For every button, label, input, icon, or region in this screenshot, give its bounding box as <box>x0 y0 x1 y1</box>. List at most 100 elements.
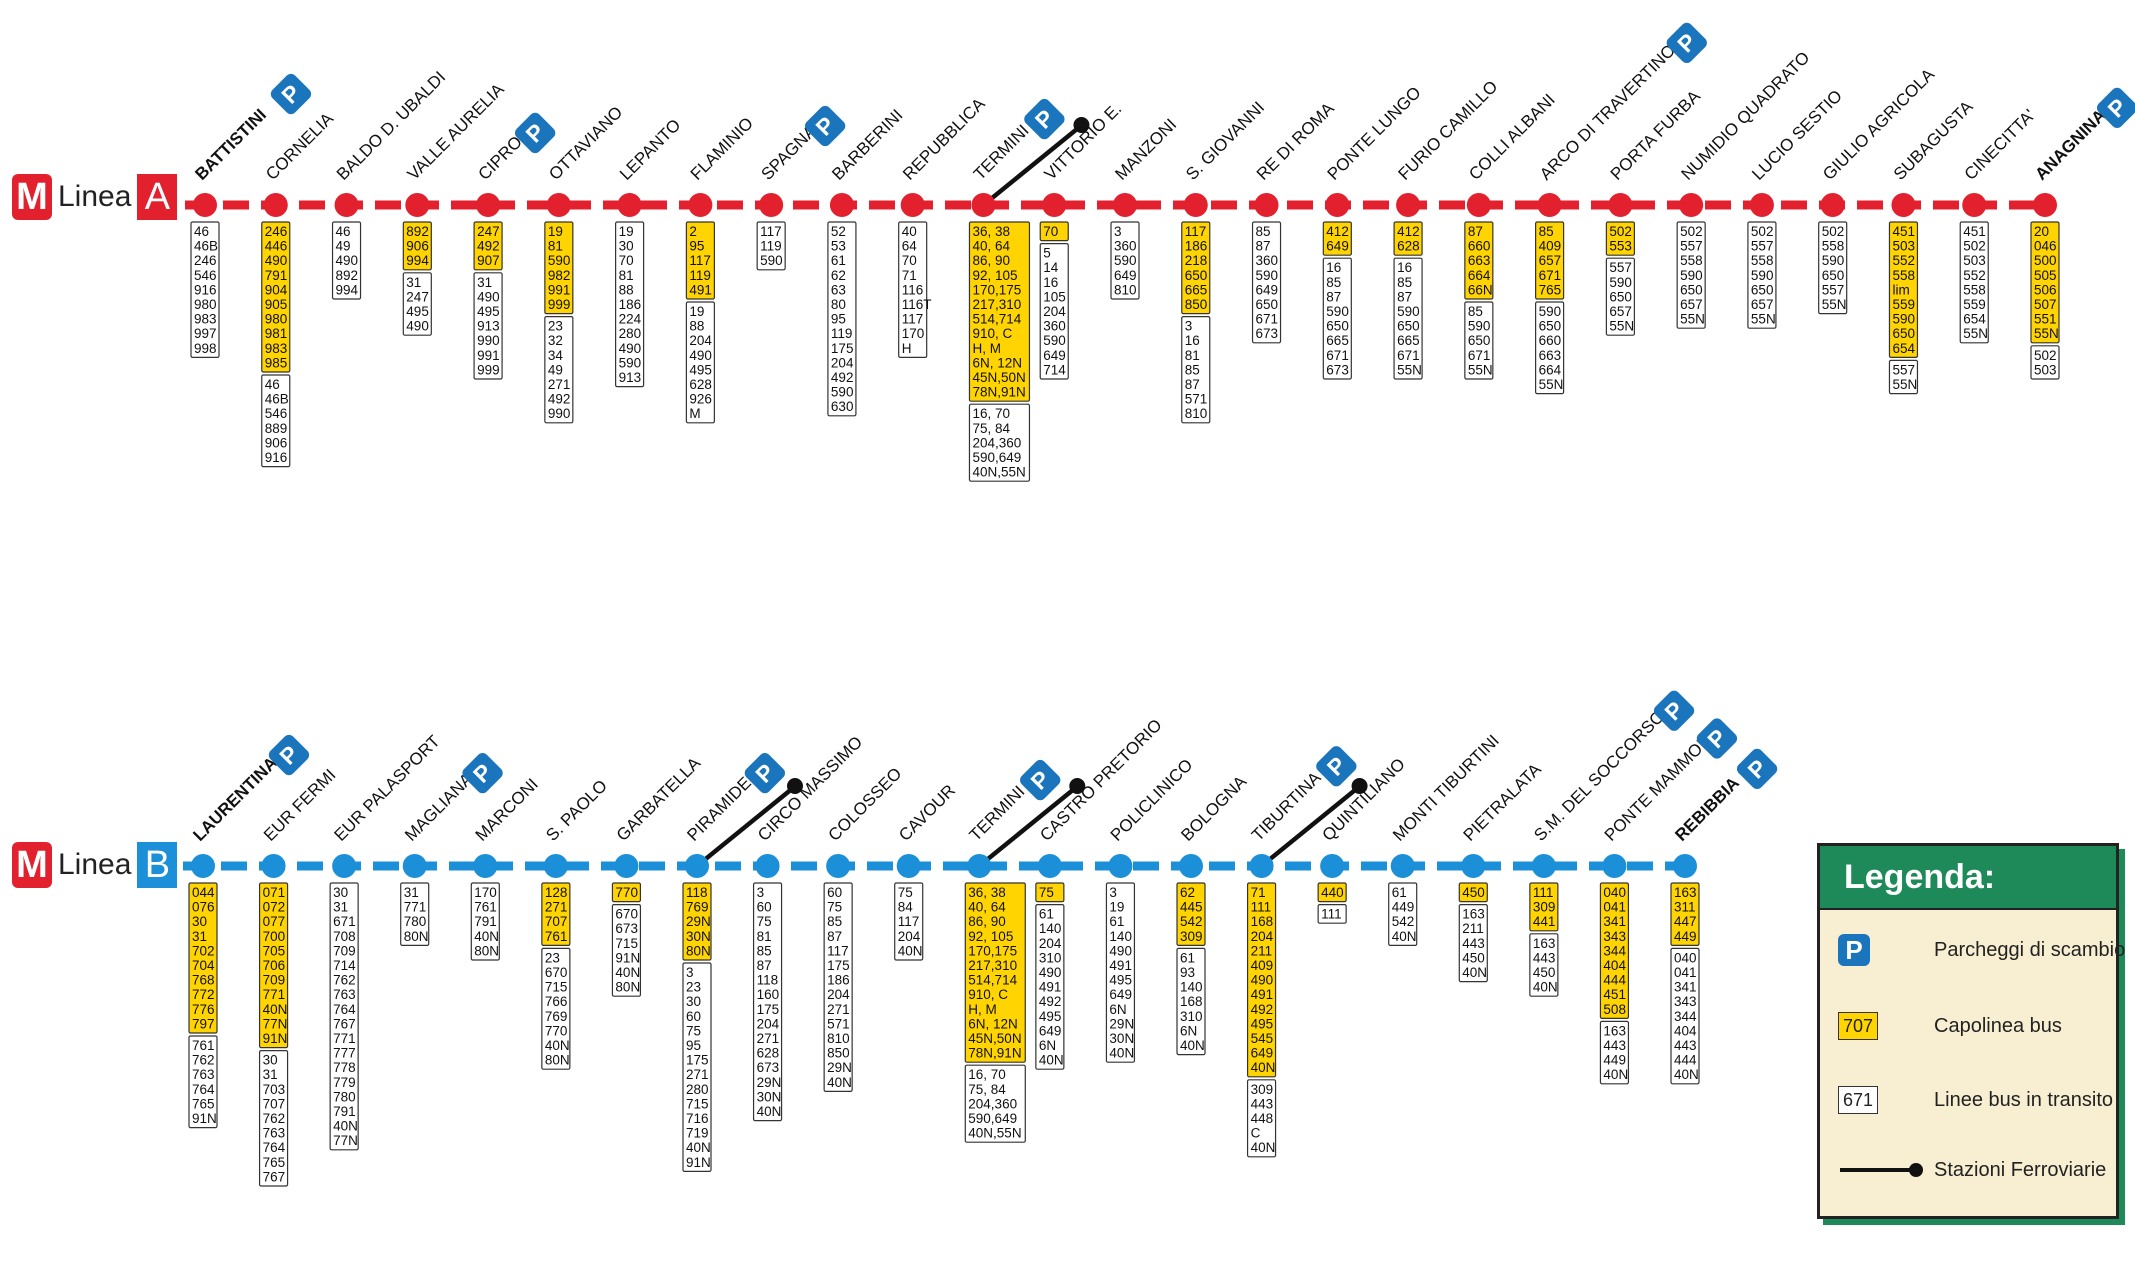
transit-route: 53 <box>831 239 846 254</box>
transit-route: 998 <box>194 341 217 356</box>
station-dot-eur-palasport <box>332 854 357 878</box>
transit-route: 671 <box>1397 348 1420 363</box>
terminal-route: 492 <box>1251 1002 1274 1017</box>
transit-route: 762 <box>192 1053 215 1068</box>
transit-route: 558 <box>1822 239 1845 254</box>
transit-route: 3 <box>1109 885 1117 900</box>
transit-route: 85 <box>1185 362 1200 377</box>
transit-route: 46 <box>194 224 209 239</box>
transit-route: 770 <box>545 1023 568 1038</box>
terminal-route: 170,175 <box>972 282 1021 297</box>
transit-route: 650 <box>1397 319 1420 334</box>
terminal-route: 664 <box>1468 268 1491 283</box>
station-label-ottaviano: OTTAVIANO <box>545 103 626 184</box>
transit-route: 590 <box>1609 275 1632 290</box>
terminal-route: 545 <box>1251 1031 1274 1046</box>
terminal-route: 704 <box>192 958 215 973</box>
terminal-route: 910, C <box>968 987 1008 1002</box>
transit-route: 714 <box>333 958 356 973</box>
parking-icon <box>270 73 312 115</box>
terminal-route: 75 <box>1039 885 1054 900</box>
transit-route: 204 <box>1043 304 1066 319</box>
transit-route: 673 <box>1326 362 1349 377</box>
station-dot-lucio-sestio <box>1749 193 1774 217</box>
transit-route: 40N <box>545 1038 570 1053</box>
terminal-route: 78N,91N <box>968 1046 1021 1061</box>
transit-route: 119 <box>760 239 782 254</box>
transit-route: 850 <box>827 1046 850 1061</box>
terminal-route: 492 <box>477 239 500 254</box>
terminal-route: 650 <box>1185 268 1208 283</box>
transit-route: 85 <box>1256 224 1271 239</box>
transit-route: 766 <box>545 994 568 1009</box>
terminal-route: 654 <box>1892 341 1915 356</box>
transit-box-battistini <box>190 221 220 358</box>
transit-route: 630 <box>831 399 854 414</box>
transit-route: 503 <box>1963 253 1986 268</box>
station-label-anagnina: ANAGNINA <box>2031 106 2109 184</box>
terminal-route: 514,714 <box>968 973 1017 988</box>
transit-route: 443 <box>1674 1038 1697 1053</box>
terminal-route: 707 <box>545 914 568 929</box>
transit-route: 87 <box>1256 239 1271 254</box>
transit-route: 671 <box>333 914 356 929</box>
line-b-letter: B <box>137 842 178 888</box>
transit-route: 590 <box>619 355 642 370</box>
transit-route: 186 <box>619 297 642 312</box>
terminal-box-arco-di-travertino <box>1535 221 1565 300</box>
transit-route: 160 <box>757 987 780 1002</box>
terminal-box-porta-furba <box>1605 221 1635 256</box>
transit-route: 40N <box>333 1119 358 1134</box>
terminal-box-termini <box>968 221 1031 402</box>
legend: Legenda: P Parcheggi di scambio 707 Capo… <box>1817 843 2125 1219</box>
terminal-route: 558 <box>1892 268 1915 283</box>
transit-route: 557 <box>1892 362 1915 377</box>
transit-route: 61 <box>1109 914 1124 929</box>
station-dot-lepanto <box>617 193 642 217</box>
terminal-route: 507 <box>2034 297 2057 312</box>
transit-route: 360 <box>1114 239 1137 254</box>
transit-route: 664 <box>1539 362 1562 377</box>
station-dot-baldo-d-ubaldi <box>334 193 359 217</box>
terminal-route: 905 <box>265 297 288 312</box>
station-dot-castro-pretorio <box>1037 854 1062 878</box>
transit-route: 168 <box>1180 994 1203 1009</box>
legend-title: Legenda: <box>1820 846 2116 910</box>
transit-route: 650 <box>1680 282 1703 297</box>
transit-route: 87 <box>757 958 772 973</box>
terminal-route: 700 <box>263 929 286 944</box>
transit-route: 590 <box>1539 304 1562 319</box>
transit-route: 040 <box>1674 950 1697 965</box>
transit-route: 791 <box>474 914 497 929</box>
transit-route: 85 <box>827 914 842 929</box>
terminal-route: 910, C <box>972 326 1012 341</box>
legend-transit-sample: 671 <box>1838 1086 1878 1114</box>
transit-route: 3 <box>1114 224 1122 239</box>
transit-route: 87 <box>1185 377 1200 392</box>
transit-route: 40N <box>1603 1067 1628 1082</box>
terminal-route: 500 <box>2034 253 2057 268</box>
transit-route: 49 <box>548 362 563 377</box>
transit-box-garbatella <box>611 903 642 997</box>
transit-route: 763 <box>333 987 356 1002</box>
transit-route: H <box>902 341 912 356</box>
transit-route: 492 <box>548 392 571 407</box>
transit-route: 31 <box>333 900 348 915</box>
transit-route: 204 <box>1039 936 1062 951</box>
terminal-route: H, M <box>968 1002 997 1017</box>
transit-box-policlinico <box>1105 882 1136 1063</box>
terminal-route: 204 <box>1251 929 1274 944</box>
terminal-route: 168 <box>1251 914 1274 929</box>
transit-route: 117 <box>827 943 849 958</box>
transit-route: 590 <box>1043 333 1066 348</box>
transit-route: 590 <box>1326 304 1349 319</box>
transit-route: 163 <box>1603 1023 1626 1038</box>
transit-route: 61 <box>1392 885 1407 900</box>
transit-route: 204,360 <box>972 435 1021 450</box>
station-label-cipro: CIPRO <box>474 132 526 184</box>
line-a-label: Linea <box>58 180 132 213</box>
transit-route: 40N <box>898 943 923 958</box>
transit-route: 3 <box>1185 319 1193 334</box>
station-dot-bologna <box>1179 854 1203 878</box>
transit-route: 280 <box>619 326 642 341</box>
